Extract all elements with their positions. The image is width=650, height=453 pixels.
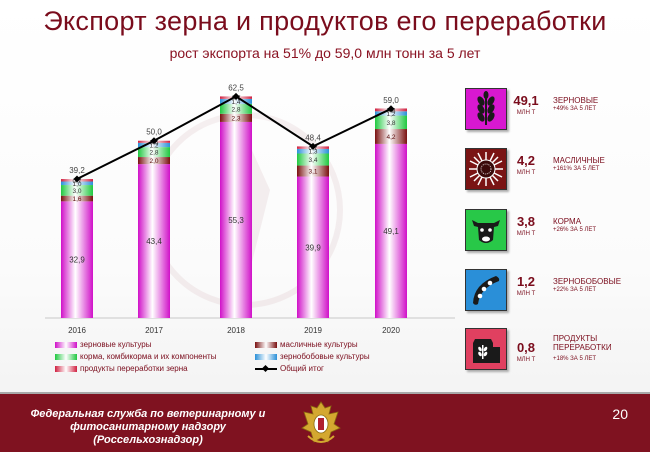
bar-oil-2018 <box>220 113 252 122</box>
bar-feed-2016 <box>61 185 93 196</box>
peas-icon <box>465 269 507 311</box>
total-label-2019: 48,4 <box>305 133 321 142</box>
legend-processed: продукты переработки зерна <box>55 364 188 373</box>
bar-legume-2020 <box>375 111 407 116</box>
export-chart: 32,91,63,01,00,743,42,02,81,20,655,32,32… <box>45 83 455 335</box>
bar-oil-2019 <box>297 165 329 177</box>
side-unit: МЛН Т <box>516 170 536 176</box>
bar-oil-2016 <box>61 195 93 202</box>
label-oil-2019: 3,1 <box>308 169 317 176</box>
label-oil-2020: 4,2 <box>386 134 395 141</box>
label-legume-2019: 1,3 <box>308 149 317 156</box>
x-tick-2020: 2020 <box>382 326 400 335</box>
total-point-2017 <box>150 137 158 145</box>
bar-grain-2019 <box>297 176 329 318</box>
x-tick-2017: 2017 <box>145 326 163 335</box>
side-item-legume: 1,2 МЛН Т ЗЕРНОБОБОВЫЕ +22% ЗА 5 ЛЕТ <box>465 269 645 313</box>
total-label-2016: 39,2 <box>69 166 85 175</box>
label-grain-2019: 39,9 <box>305 243 321 252</box>
side-value: 3,8 <box>516 214 536 229</box>
bar-feed-2017 <box>138 147 170 158</box>
label-legume-2017: 1,2 <box>149 142 158 149</box>
label-oil-2016: 1,6 <box>72 196 81 203</box>
side-name: КОРМА <box>553 217 582 226</box>
bar-legume-2018 <box>220 98 252 104</box>
footer: Федеральная служба по ветеринарному и фи… <box>0 392 650 452</box>
legend-grain: зерновые культуры <box>55 340 152 349</box>
bar-feed-2019 <box>297 153 329 166</box>
side-growth: +161% ЗА 5 ЛЕТ <box>553 166 600 172</box>
label-legume-2016: 1,0 <box>72 181 81 188</box>
label-legume-2018: 1,4 <box>231 99 240 106</box>
legend-feed: корма, комбикорма и их компоненты <box>55 352 216 361</box>
x-tick-2018: 2018 <box>227 326 245 335</box>
bar-oil-2020 <box>375 129 407 144</box>
x-tick-2016: 2016 <box>68 326 86 335</box>
label-grain-2018: 55,3 <box>228 216 244 225</box>
page-title: Экспорт зерна и продуктов его переработк… <box>43 6 607 36</box>
side-value: 0,8 <box>516 340 536 355</box>
side-name: МАСЛИЧНЫЕ <box>553 156 605 165</box>
side-unit: МЛН Т <box>516 231 536 237</box>
side-item-processed: 0,8 МЛН Т ПРОДУКТЫ ПЕРЕРАБОТКИ +18% ЗА 5… <box>465 328 645 372</box>
total-point-2018 <box>232 92 240 100</box>
bar-feed-2020 <box>375 115 407 130</box>
label-feed-2019: 3,4 <box>308 157 317 164</box>
bar-feed-2018 <box>220 103 252 114</box>
legend-oil: масличные культуры <box>255 340 358 349</box>
side-item-oil: 4,2 МЛН Т МАСЛИЧНЫЕ +161% ЗА 5 ЛЕТ <box>465 148 645 192</box>
label-feed-2020: 3,8 <box>386 120 395 127</box>
legend-legume: зернобобовые культуры <box>255 352 370 361</box>
legend-total: Общий итог <box>255 364 324 373</box>
side-item-feed: 3,8 МЛН Т КОРМА +26% ЗА 5 ЛЕТ <box>465 209 645 253</box>
sunflower-icon <box>465 148 507 190</box>
side-unit: МЛН Т <box>516 357 536 363</box>
side-value: 1,2 <box>516 274 536 289</box>
side-item-grain: 49,1 МЛН Т ЗЕРНОВЫЕ +49% ЗА 5 ЛЕТ <box>465 88 645 132</box>
side-name: ЗЕРНОБОБОВЫЕ <box>553 277 622 286</box>
label-feed-2016: 3,0 <box>72 188 81 195</box>
total-label-2020: 59,0 <box>383 96 399 105</box>
bar-grain-2018 <box>220 121 252 318</box>
chart-legend: зерновые культуры масличные культуры кор… <box>55 340 415 376</box>
page-number: 20 <box>612 406 628 422</box>
flour-bag-icon <box>465 328 507 370</box>
agency-emblem-icon <box>298 398 344 448</box>
side-value: 49,1 <box>513 93 539 108</box>
total-label-2017: 50,0 <box>146 128 162 137</box>
total-point-2016 <box>73 175 81 183</box>
x-tick-2019: 2019 <box>304 326 322 335</box>
label-grain-2016: 32,9 <box>69 256 85 265</box>
total-point-2019 <box>309 142 317 150</box>
bar-oil-2017 <box>138 157 170 165</box>
side-growth: +18% ЗА 5 ЛЕТ <box>553 356 597 362</box>
bar-legume-2017 <box>138 142 170 148</box>
bar-grain-2017 <box>138 164 170 318</box>
footer-agency-name: Федеральная служба по ветеринарному и фи… <box>30 408 266 446</box>
label-feed-2017: 2,8 <box>149 150 158 157</box>
label-oil-2018: 2,3 <box>231 115 240 122</box>
label-grain-2017: 43,4 <box>146 237 162 246</box>
bar-legume-2019 <box>297 148 329 154</box>
wheat-icon <box>465 88 507 130</box>
label-oil-2017: 2,0 <box>149 158 158 165</box>
side-unit: МЛН Т <box>516 110 536 116</box>
bar-grain-2020 <box>375 143 407 318</box>
side-value: 4,2 <box>516 153 536 168</box>
total-label-2018: 62,5 <box>228 83 244 92</box>
side-name: ПРОДУКТЫ ПЕРЕРАБОТКИ <box>553 334 612 352</box>
side-name: ЗЕРНОВЫЕ <box>553 96 599 105</box>
side-growth: +49% ЗА 5 ЛЕТ <box>553 106 597 112</box>
total-point-2020 <box>387 105 395 113</box>
bar-legume-2016 <box>61 181 93 186</box>
label-legume-2020: 1,2 <box>386 111 395 118</box>
page-subtitle: рост экспорта на 51% до 59,0 млн тонн за… <box>169 45 481 61</box>
label-grain-2020: 49,1 <box>383 227 399 236</box>
label-feed-2018: 2,8 <box>231 106 240 113</box>
cow-icon <box>465 209 507 251</box>
side-unit: МЛН Т <box>516 291 536 297</box>
side-growth: +22% ЗА 5 ЛЕТ <box>553 287 597 293</box>
bar-grain-2016 <box>61 201 93 318</box>
side-growth: +26% ЗА 5 ЛЕТ <box>553 227 597 233</box>
